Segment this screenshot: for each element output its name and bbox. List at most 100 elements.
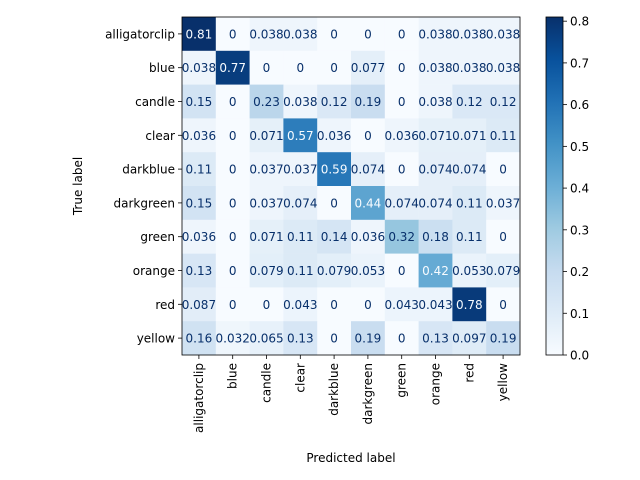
y-axis-ticks: alligatorclip blue candle clear darkblue dark… — [105, 27, 182, 346]
cell-value-label: 0.23 — [253, 95, 280, 109]
heatmap-cell — [249, 321, 284, 356]
cell-value-label: 0 — [229, 196, 237, 210]
cell-value-label: 0.037 — [249, 196, 283, 210]
heatmap-cell — [452, 321, 487, 356]
heatmap-cell — [317, 219, 352, 254]
heatmap-cell — [215, 17, 250, 52]
heatmap-cell — [215, 253, 250, 288]
cell-value-label: 0.42 — [422, 264, 449, 278]
colorbar-ticks: 0.0 0.1 0.2 0.3 0.4 0.5 0.6 0.7 0.8 — [563, 15, 589, 363]
cell-value-label: 0.079 — [317, 264, 351, 278]
y-tick-label: orange — [133, 264, 175, 278]
cell-value-label: 0.12 — [490, 95, 517, 109]
heatmap-cell — [215, 50, 250, 85]
heatmap-cell — [182, 253, 217, 288]
x-tick-label: blue — [226, 363, 240, 389]
cell-value-label: 0.036 — [182, 230, 216, 244]
heatmap-cell — [486, 84, 521, 119]
cell-value-label: 0 — [398, 332, 406, 346]
heatmap-cell — [182, 152, 217, 187]
cell-value-label: 0.11 — [287, 230, 314, 244]
heatmap-cell — [351, 152, 386, 187]
heatmap-cell — [351, 321, 386, 356]
heatmap-cell — [452, 186, 487, 221]
cell-value-label: 0 — [229, 298, 237, 312]
heatmap-cell — [452, 219, 487, 254]
cell-value-label: 0.074 — [418, 163, 452, 177]
heatmap-cell — [351, 84, 386, 119]
heatmap-cell — [182, 186, 217, 221]
heatmap-cell — [452, 253, 487, 288]
heatmap-cell — [249, 50, 284, 85]
heatmap-cell — [182, 118, 217, 153]
cell-value-label: 0.038 — [418, 61, 452, 75]
heatmap-cell — [182, 321, 217, 356]
cell-value-label: 0 — [499, 298, 507, 312]
heatmap-cell — [384, 287, 419, 322]
cell-value-label: 0.036 — [317, 129, 351, 143]
heatmap-cell — [486, 287, 521, 322]
cell-value-label: 0.074 — [452, 163, 486, 177]
heatmap-cell — [486, 17, 521, 52]
heatmap-cell — [452, 118, 487, 153]
cell-value-label: 0.32 — [388, 230, 415, 244]
cell-value-label: 0.074 — [418, 196, 452, 210]
colorbar-tick-label: 0.2 — [570, 265, 589, 279]
heatmap-cell — [283, 287, 318, 322]
heatmap-cell — [283, 321, 318, 356]
cell-value-label: 0.038 — [486, 61, 520, 75]
x-axis-ticks: alligatorclip blue candle clear darkblue dark… — [192, 355, 510, 433]
heatmap-cell — [317, 287, 352, 322]
heatmap-cell — [215, 219, 250, 254]
x-tick-label: darkgreen — [361, 363, 375, 425]
cell-value-label: 0 — [229, 264, 237, 278]
heatmap-cell — [215, 84, 250, 119]
heatmap-cell — [182, 287, 217, 322]
cell-value-label: 0.038 — [486, 27, 520, 41]
heatmap-cell — [418, 219, 453, 254]
cell-value-label: 0 — [296, 61, 304, 75]
heatmap-cell — [249, 84, 284, 119]
cell-value-label: 0.074 — [351, 163, 385, 177]
cell-value-label: 0 — [229, 129, 237, 143]
heatmap-cell — [384, 253, 419, 288]
cell-value-label: 0.57 — [287, 129, 314, 143]
cell-value-label: 0.071 — [249, 129, 283, 143]
cell-value-label: 0.071 — [452, 129, 486, 143]
cell-value-label: 0.037 — [249, 163, 283, 177]
colorbar-tick-label: 0.4 — [570, 182, 589, 196]
cell-value-label: 0.074 — [283, 196, 317, 210]
cell-value-label: 0 — [330, 332, 338, 346]
heatmap-cell — [452, 152, 487, 187]
x-tick-label: green — [395, 363, 409, 398]
x-tick-label: alligatorclip — [192, 363, 206, 433]
heatmap-cell — [384, 219, 419, 254]
y-axis-label: True label — [71, 157, 85, 216]
heatmap-cell — [249, 287, 284, 322]
heatmap-cell — [452, 17, 487, 52]
heatmap-cell — [384, 118, 419, 153]
cell-value-label: 0 — [330, 196, 338, 210]
heatmap-cell — [486, 219, 521, 254]
heatmap-cell — [317, 186, 352, 221]
y-tick-label: green — [140, 230, 175, 244]
cell-value-label: 0.11 — [186, 163, 213, 177]
cell-value-label: 0.043 — [283, 298, 317, 312]
heatmap-cell — [384, 152, 419, 187]
cell-value-label: 0.038 — [418, 95, 452, 109]
colorbar-tick-label: 0.6 — [570, 98, 589, 112]
heatmap-cell — [283, 152, 318, 187]
cell-value-label: 0 — [229, 230, 237, 244]
y-tick-label: clear — [145, 129, 175, 143]
heatmap-cell — [452, 84, 487, 119]
heatmap-cell — [418, 84, 453, 119]
heatmap-cell — [351, 219, 386, 254]
cell-value-label: 0.043 — [385, 298, 419, 312]
cell-value-label: 0.053 — [351, 264, 385, 278]
cell-value-label: 0 — [330, 298, 338, 312]
heatmap-cell — [317, 50, 352, 85]
heatmap-cell — [317, 321, 352, 356]
heatmap-cell — [384, 321, 419, 356]
heatmap-cell — [249, 17, 284, 52]
